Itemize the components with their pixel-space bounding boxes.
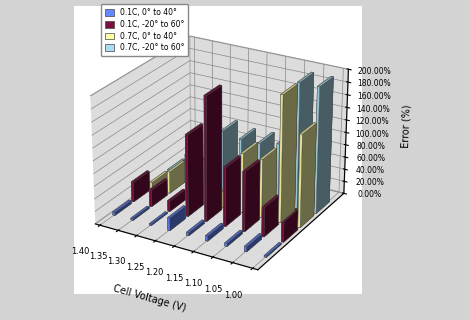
- X-axis label: Cell Voltage (V): Cell Voltage (V): [112, 283, 187, 313]
- Legend: 0.1C, 0° to 40°, 0.1C, -20° to 60°, 0.7C, 0° to 40°, 0.7C, -20° to 60°: 0.1C, 0° to 40°, 0.1C, -20° to 60°, 0.7C…: [101, 4, 189, 56]
